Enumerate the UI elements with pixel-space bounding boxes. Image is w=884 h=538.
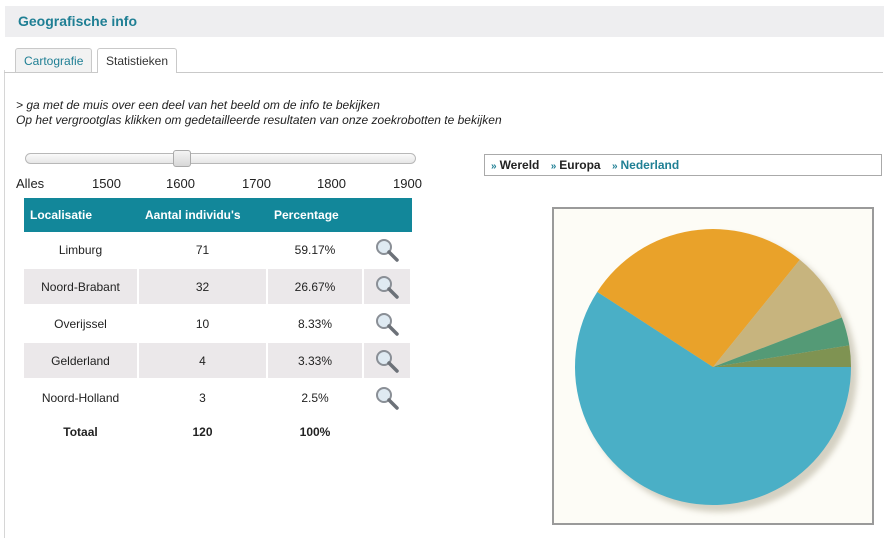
breadcrumb: » Wereld » Europa » Nederland (484, 154, 882, 176)
table-row: Gelderland 4 3.33% (24, 343, 412, 380)
table-row: Noord-Brabant 32 26.67% (24, 269, 412, 306)
breadcrumb-label: Nederland (620, 158, 680, 172)
stats-table: Localisatie Aantal individu's Percentage… (24, 198, 412, 449)
table-header-row: Localisatie Aantal individu's Percentage (24, 198, 412, 232)
cell-place: Overijssel (24, 306, 139, 343)
magnifier-icon[interactable] (374, 385, 400, 411)
pie-slice-overijssel[interactable] (713, 259, 842, 367)
period-slider-handle[interactable] (173, 150, 191, 167)
cell-action (364, 306, 412, 343)
cell-action (364, 269, 412, 306)
period-slider-track[interactable] (25, 153, 416, 164)
slider-tick: 1800 (317, 176, 346, 191)
cell-count: 3 (139, 380, 268, 417)
tab-statistieken[interactable]: Statistieken (97, 48, 178, 73)
magnifier-icon[interactable] (374, 348, 400, 374)
double-chevron-icon: » (611, 161, 618, 172)
breadcrumb-nederland[interactable]: » Nederland (612, 158, 679, 172)
slider-tick: 1500 (92, 176, 121, 191)
table-row: Noord-Holland 3 2.5% (24, 380, 412, 417)
magnifier-icon[interactable] (374, 311, 400, 337)
pie-slice-noord-brabant[interactable] (597, 229, 800, 367)
tab-cartografie[interactable]: Cartografie (15, 48, 93, 72)
column-header-actions (364, 198, 412, 232)
total-empty (364, 417, 412, 449)
slider-tick: 1900 (393, 176, 422, 191)
cell-percentage: 2.5% (268, 380, 364, 417)
cell-percentage: 26.67% (268, 269, 364, 306)
table-total-row: Totaal 120 100% (24, 417, 412, 449)
cell-action (364, 343, 412, 380)
magnifier-icon[interactable] (374, 237, 400, 263)
cell-place: Noord-Brabant (24, 269, 139, 306)
cell-action (364, 380, 412, 417)
cell-percentage: 59.17% (268, 232, 364, 269)
total-count: 120 (139, 417, 268, 449)
breadcrumb-label: Europa (559, 158, 601, 172)
cell-place: Limburg (24, 232, 139, 269)
column-header-percentage: Percentage (268, 198, 364, 232)
instruction-line-1: > ga met de muis over een deel van het b… (16, 98, 380, 112)
tab-baseline (4, 72, 883, 73)
pie-slice-limburg[interactable] (575, 291, 851, 505)
total-label: Totaal (24, 417, 139, 449)
instructions: > ga met de muis over een deel van het b… (16, 98, 502, 128)
breadcrumb-label: Wereld (499, 158, 540, 172)
column-header-aantal: Aantal individu's (139, 198, 268, 232)
total-percentage: 100% (268, 417, 364, 449)
header-bar: Geografische info (5, 6, 884, 37)
cell-count: 4 (139, 343, 268, 380)
table-row: Overijssel 10 8.33% (24, 306, 412, 343)
panel-frame (4, 70, 882, 538)
cell-place: Gelderland (24, 343, 139, 380)
slider-tick: Alles (16, 176, 45, 191)
cell-place: Noord-Holland (24, 380, 139, 417)
pie-slice-gelderland[interactable] (713, 317, 850, 367)
double-chevron-icon: » (491, 161, 497, 172)
instruction-line-2: Op het vergrootglas klikken om gedetaill… (16, 113, 502, 127)
cell-action (364, 232, 412, 269)
slider-tick: 1600 (166, 176, 195, 191)
cell-percentage: 3.33% (268, 343, 364, 380)
magnifier-icon[interactable] (374, 274, 400, 300)
pie-slice-noord-holland[interactable] (713, 345, 851, 367)
pie-slices (575, 229, 851, 505)
table-row: Limburg 71 59.17% (24, 232, 412, 269)
breadcrumb-europa[interactable]: » Europa (551, 158, 601, 172)
cell-count: 71 (139, 232, 268, 269)
page-title: Geografische info (18, 13, 138, 29)
cell-percentage: 8.33% (268, 306, 364, 343)
column-header-localisatie: Localisatie (24, 198, 139, 232)
cell-count: 10 (139, 306, 268, 343)
slider-tick: 1700 (242, 176, 271, 191)
double-chevron-icon: » (550, 161, 557, 172)
breadcrumb-wereld[interactable]: » Wereld (491, 158, 539, 172)
pie-chart (575, 229, 857, 512)
cell-count: 32 (139, 269, 268, 306)
pie-chart-frame (552, 207, 874, 525)
